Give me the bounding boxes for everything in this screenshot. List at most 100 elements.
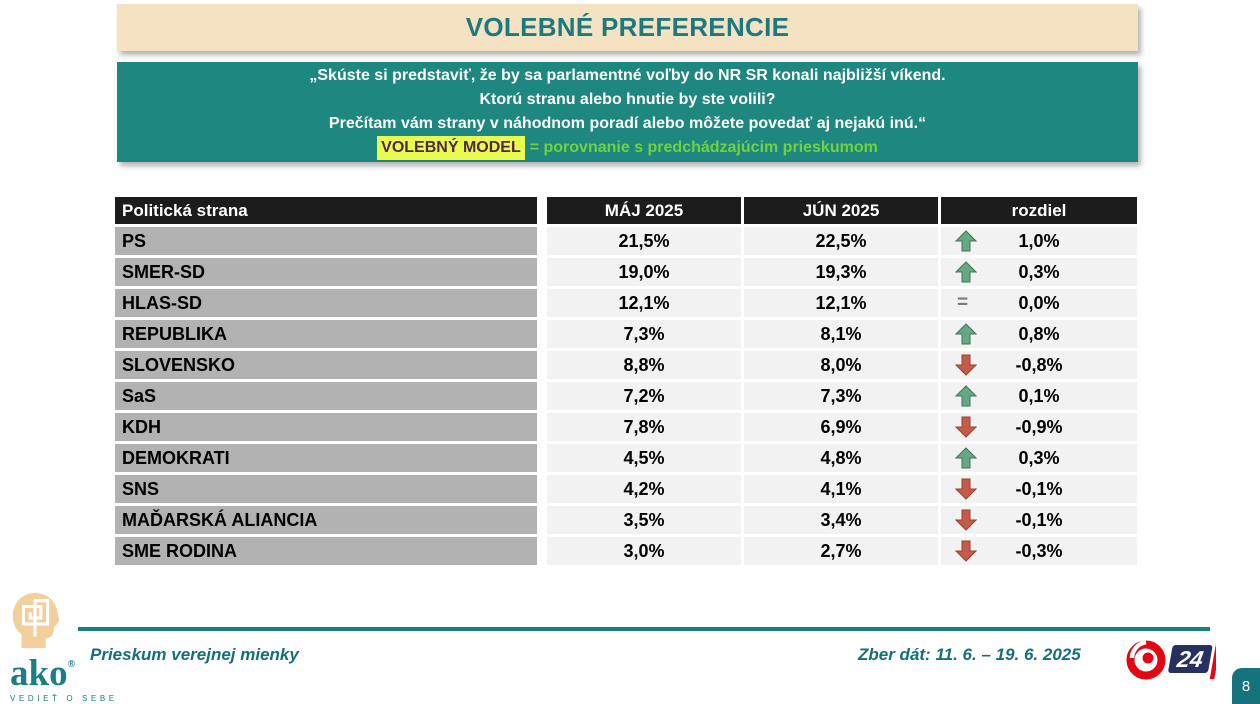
survey-caption: Prieskum verejnej mienky bbox=[90, 645, 299, 664]
diff-value: -0,9% bbox=[1015, 417, 1063, 437]
jun-value-cell: 2,7% bbox=[744, 537, 938, 565]
party-name-cell: PS bbox=[115, 227, 537, 255]
diff-cell: = 0,0% bbox=[941, 289, 1137, 317]
diff-cell: 0,1% bbox=[941, 382, 1137, 410]
header-maj-2025: MÁJ 2025 bbox=[547, 197, 741, 224]
volebny-model-highlight: VOLEBNÝ MODEL bbox=[377, 136, 525, 160]
page-number-badge: 8 bbox=[1232, 668, 1260, 704]
may-value-cell: 4,2% bbox=[547, 475, 741, 503]
trend-down-icon bbox=[954, 509, 978, 531]
diff-cell: -0,8% bbox=[941, 351, 1137, 379]
joj24-text: 24 bbox=[1174, 646, 1205, 672]
diff-value: -0,1% bbox=[1015, 479, 1063, 499]
party-name-cell: SLOVENSKO bbox=[115, 351, 537, 379]
table-header-row: Politická strana MÁJ 2025 JÚN 2025 rozdi… bbox=[115, 197, 1137, 224]
question-line-3: Prečítam vám strany v náhodnom poradí al… bbox=[328, 115, 927, 132]
joj24-logo: 24 bbox=[1126, 638, 1221, 687]
question-line-2: Ktorú stranu alebo hnutie by ste volili? bbox=[479, 91, 776, 108]
diff-cell: 0,8% bbox=[941, 320, 1137, 348]
ako-tagline: VEDIEŤ O SEBE bbox=[10, 694, 118, 703]
trend-down-icon bbox=[954, 416, 978, 438]
footer-divider-line bbox=[78, 627, 1210, 631]
header-politicka-strana: Politická strana bbox=[115, 197, 537, 224]
page-number: 8 bbox=[1241, 677, 1251, 695]
party-name-cell: REPUBLIKA bbox=[115, 320, 537, 348]
ako-logo: ako® VEDIEŤ O SEBE bbox=[10, 592, 120, 703]
trend-up-icon bbox=[954, 261, 978, 283]
may-value-cell: 4,5% bbox=[547, 444, 741, 472]
jun-value-cell: 6,9% bbox=[744, 413, 938, 441]
registered-mark: ® bbox=[67, 659, 76, 670]
may-value-cell: 12,1% bbox=[547, 289, 741, 317]
diff-value: -0,3% bbox=[1015, 541, 1063, 561]
trend-up-icon bbox=[954, 323, 978, 345]
table-row: DEMOKRATI 4,5% 4,8% 0,3% bbox=[115, 444, 1137, 472]
comparison-note: = porovnanie s predchádzajúcim prieskumo… bbox=[529, 139, 878, 156]
diff-value: 0,3% bbox=[1018, 448, 1060, 468]
diff-value: 0,8% bbox=[1018, 324, 1060, 344]
trend-up-icon bbox=[954, 385, 978, 407]
table-row: SMER-SD 19,0% 19,3% 0,3% bbox=[115, 258, 1137, 286]
diff-value: -0,1% bbox=[1015, 510, 1063, 530]
question-line-1: „Skúste si predstaviť, že by sa parlamen… bbox=[309, 67, 946, 84]
page-title: VOLEBNÉ PREFERENCIE bbox=[465, 12, 790, 42]
table-row: SME RODINA 3,0% 2,7% -0,3% bbox=[115, 537, 1137, 565]
table-row: REPUBLIKA 7,3% 8,1% 0,8% bbox=[115, 320, 1137, 348]
may-value-cell: 3,5% bbox=[547, 506, 741, 534]
may-value-cell: 7,8% bbox=[547, 413, 741, 441]
diff-cell: 1,0% bbox=[941, 227, 1137, 255]
table-row: SNS 4,2% 4,1% -0,1% bbox=[115, 475, 1137, 503]
diff-cell: -0,9% bbox=[941, 413, 1137, 441]
may-value-cell: 7,3% bbox=[547, 320, 741, 348]
may-value-cell: 19,0% bbox=[547, 258, 741, 286]
jun-value-cell: 3,4% bbox=[744, 506, 938, 534]
jun-value-cell: 4,1% bbox=[744, 475, 938, 503]
table-row: PS 21,5% 22,5% 1,0% bbox=[115, 227, 1137, 255]
volebny-model-line: VOLEBNÝ MODEL = porovnanie s predchádzaj… bbox=[377, 136, 878, 160]
diff-value: 1,0% bbox=[1018, 231, 1060, 251]
jun-value-cell: 22,5% bbox=[744, 227, 938, 255]
diff-cell: 0,3% bbox=[941, 444, 1137, 472]
may-value-cell: 3,0% bbox=[547, 537, 741, 565]
table-row: KDH 7,8% 6,9% -0,9% bbox=[115, 413, 1137, 441]
trend-up-icon bbox=[954, 230, 978, 252]
title-bar: VOLEBNÉ PREFERENCIE bbox=[117, 4, 1138, 51]
may-value-cell: 8,8% bbox=[547, 351, 741, 379]
trend-equal-icon: = bbox=[957, 292, 969, 313]
party-name-cell: SMER-SD bbox=[115, 258, 537, 286]
party-name-cell: HLAS-SD bbox=[115, 289, 537, 317]
diff-value: -0,8% bbox=[1015, 355, 1063, 375]
jun-value-cell: 4,8% bbox=[744, 444, 938, 472]
jun-value-cell: 8,1% bbox=[744, 320, 938, 348]
ako-head-icon bbox=[10, 592, 62, 654]
jun-value-cell: 12,1% bbox=[744, 289, 938, 317]
ako-wordmark: ako® bbox=[10, 649, 120, 692]
header-rozdiel: rozdiel bbox=[941, 197, 1137, 224]
preferences-table: Politická strana MÁJ 2025 JÚN 2025 rozdi… bbox=[115, 197, 1137, 568]
party-name-cell: SME RODINA bbox=[115, 537, 537, 565]
trend-down-icon bbox=[954, 354, 978, 376]
trend-up-icon bbox=[954, 447, 978, 469]
jun-value-cell: 19,3% bbox=[744, 258, 938, 286]
jun-value-cell: 7,3% bbox=[744, 382, 938, 410]
joj-swirl-icon bbox=[1126, 639, 1166, 680]
may-value-cell: 7,2% bbox=[547, 382, 741, 410]
preference-table-body: PS 21,5% 22,5% 1,0% SMER-SD 19,0% 19,3% 0,3% HLA… bbox=[115, 227, 1137, 565]
party-name-cell: DEMOKRATI bbox=[115, 444, 537, 472]
jun-value-cell: 8,0% bbox=[744, 351, 938, 379]
diff-cell: -0,1% bbox=[941, 475, 1137, 503]
party-name-cell: MAĎARSKÁ ALIANCIA bbox=[115, 506, 537, 534]
trend-down-icon bbox=[954, 478, 978, 500]
may-value-cell: 21,5% bbox=[547, 227, 741, 255]
diff-value: 0,3% bbox=[1018, 262, 1060, 282]
header-jun-2025: JÚN 2025 bbox=[744, 197, 938, 224]
question-box: „Skúste si predstaviť, že by sa parlamen… bbox=[117, 62, 1138, 162]
diff-value: 0,0% bbox=[1018, 293, 1060, 313]
diff-cell: -0,3% bbox=[941, 537, 1137, 565]
party-name-cell: SaS bbox=[115, 382, 537, 410]
diff-cell: 0,3% bbox=[941, 258, 1137, 286]
diff-value: 0,1% bbox=[1018, 386, 1060, 406]
ako-word-text: ako bbox=[10, 653, 68, 694]
party-name-cell: KDH bbox=[115, 413, 537, 441]
